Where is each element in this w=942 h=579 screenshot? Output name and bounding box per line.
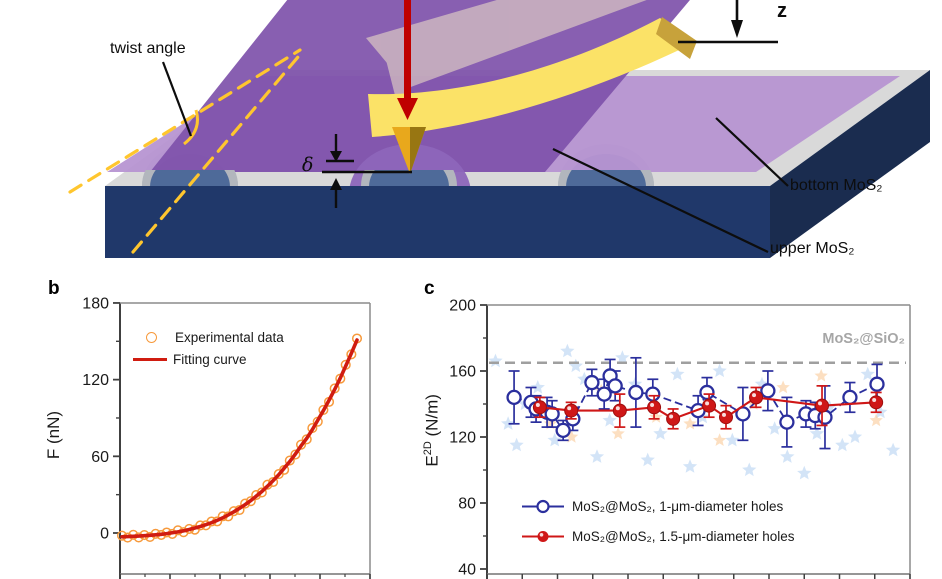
delta-arrowhead-up — [330, 178, 342, 190]
fit-line-marker-icon — [133, 358, 167, 361]
open-circle-marker-icon — [146, 332, 157, 343]
legend-1um-holes: MoS₂@MoS₂, 1-μm-diameter holes — [520, 499, 783, 514]
twist-angle-label: twist angle — [110, 40, 186, 57]
afm-tip-shadow — [410, 127, 426, 174]
svg-text:80: 80 — [458, 496, 476, 513]
legend-fitting-label: Fitting curve — [173, 352, 247, 367]
panel-b-letter: b — [48, 278, 60, 299]
force-displacement-chart: 0 60 120 180 — [82, 295, 371, 579]
legend-1p5um-label: MoS₂@MoS₂, 1.5-μm-diameter holes — [572, 529, 795, 544]
z-marker — [678, 0, 778, 44]
twist-angle-arc — [183, 109, 199, 146]
substrate-side-face — [770, 70, 930, 258]
delta-marker — [322, 134, 412, 208]
upper-mos2-sheet — [150, 0, 690, 172]
legend-experimental-label: Experimental data — [175, 330, 284, 345]
red-filled-circle-marker-icon — [522, 531, 564, 542]
legend-1p5um-holes: MoS₂@MoS₂, 1.5-μm-diameter holes — [520, 529, 795, 544]
z-arrowhead-down — [731, 20, 743, 38]
substrate-front-face — [105, 186, 770, 258]
svg-text:200: 200 — [449, 298, 476, 315]
bottom-mos2-label: bottom MoS₂ — [790, 177, 883, 194]
legend-1um-label: MoS₂@MoS₂, 1-μm-diameter holes — [572, 499, 784, 514]
svg-text:180: 180 — [82, 295, 109, 312]
svg-text:160: 160 — [449, 364, 476, 381]
force-arrow — [397, 0, 418, 120]
label-pointer-lines — [161, 61, 789, 253]
legend-fitting-curve: Fitting curve — [133, 352, 247, 367]
delta-arrowhead-down — [330, 151, 342, 162]
svg-text:60: 60 — [91, 449, 109, 466]
delta-depth-label: δ — [302, 154, 314, 176]
svg-text:120: 120 — [449, 430, 476, 447]
panel-c-letter: c — [424, 278, 435, 299]
hole-front-bases — [142, 170, 654, 187]
svg-text:120: 120 — [82, 372, 109, 389]
svg-text:0: 0 — [100, 526, 109, 543]
reference-line-label: MoS₂@SiO₂ — [822, 331, 905, 347]
cantilever-beam — [368, 18, 696, 137]
elastic-modulus-chart: 40 80 120 160 200 — [449, 298, 911, 579]
cantilever-end-face — [656, 17, 697, 59]
blue-open-circle-marker-icon — [522, 499, 564, 514]
upper-mos2-label: upper MoS₂ — [770, 240, 855, 257]
legend-experimental-data: Experimental data — [146, 330, 284, 345]
svg-text:40: 40 — [458, 562, 476, 579]
afm-schematic-figure — [68, 0, 930, 258]
z-displacement-label: z — [777, 0, 787, 22]
